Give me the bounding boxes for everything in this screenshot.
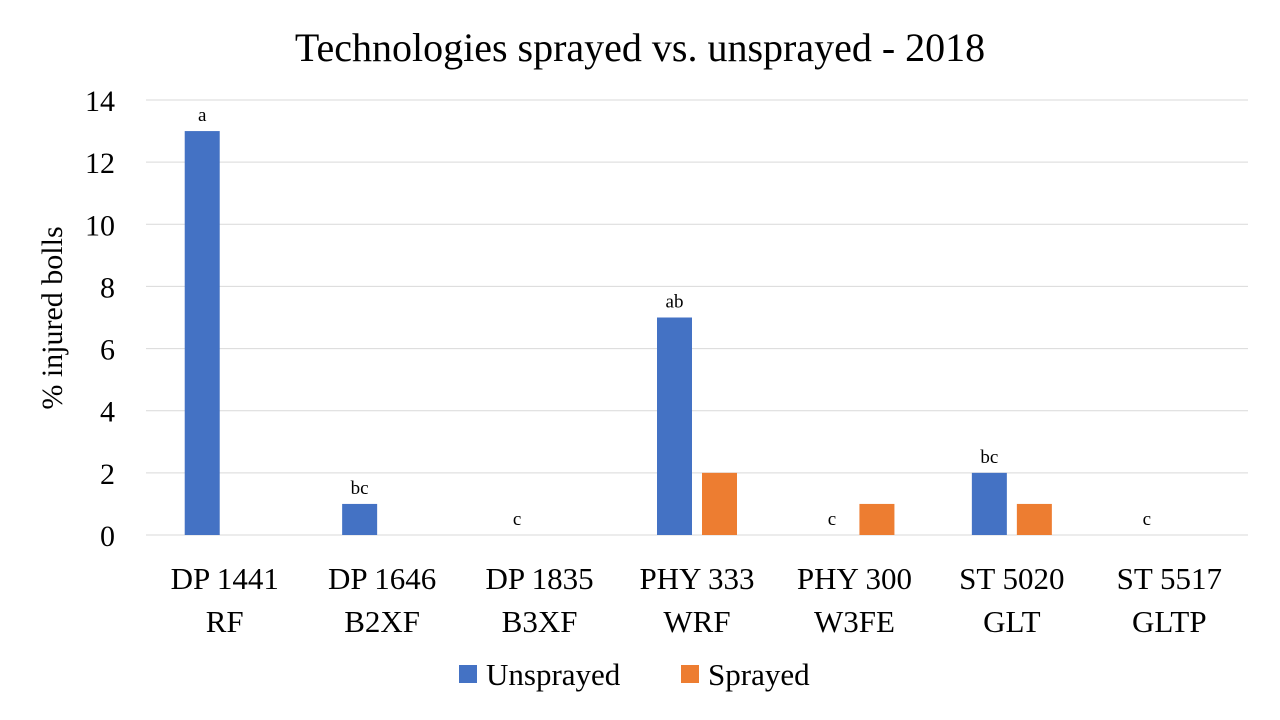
x-tick-label: B3XF bbox=[502, 604, 578, 639]
y-tick-label: 12 bbox=[85, 147, 115, 180]
significance-letter: bc bbox=[980, 447, 998, 468]
y-axis-label: % injured bolls bbox=[36, 226, 69, 409]
bars bbox=[184, 131, 1052, 536]
bar-unsprayed bbox=[342, 503, 378, 535]
legend-label-unsprayed: Unsprayed bbox=[486, 657, 621, 692]
x-tick-label: PHY 333 bbox=[639, 561, 754, 596]
bar-unsprayed bbox=[971, 472, 1007, 535]
y-tick-label: 10 bbox=[85, 209, 115, 242]
y-tick-label: 2 bbox=[100, 458, 115, 491]
x-tick-label: DP 1441 bbox=[171, 561, 279, 596]
gridlines bbox=[146, 99, 1248, 536]
bar-sprayed bbox=[859, 503, 895, 535]
significance-letter: c bbox=[828, 509, 836, 530]
x-tick-label: DP 1646 bbox=[328, 561, 436, 596]
bar-sprayed bbox=[702, 472, 737, 535]
significance-letter: ab bbox=[666, 292, 684, 313]
legend-swatch-unsprayed bbox=[459, 665, 477, 683]
x-tick-label: ST 5020 bbox=[959, 561, 1064, 596]
x-tick-label: WRF bbox=[663, 604, 730, 639]
legend-swatch-sprayed bbox=[681, 665, 699, 683]
x-tick-label: RF bbox=[206, 604, 244, 639]
significance-letter: a bbox=[198, 105, 207, 126]
chart-title: Technologies sprayed vs. unsprayed - 201… bbox=[295, 25, 985, 70]
legend-label-sprayed: Sprayed bbox=[708, 657, 810, 692]
y-tick-label: 14 bbox=[85, 85, 115, 118]
significance-letter: bc bbox=[351, 478, 369, 499]
significance-letter: c bbox=[1143, 509, 1151, 530]
bar-unsprayed bbox=[184, 131, 220, 536]
bar-unsprayed bbox=[657, 317, 692, 535]
x-axis-ticks: DP 1441 RF DP 1646 B2XF DP 1835 B3XF PHY 333 WR… bbox=[171, 561, 1222, 639]
x-tick-label: GLT bbox=[983, 604, 1040, 639]
x-tick-label: ST 5517 bbox=[1117, 561, 1222, 596]
x-tick-label: GLTP bbox=[1132, 604, 1207, 639]
significance-letter: c bbox=[513, 509, 521, 530]
y-tick-label: 0 bbox=[100, 520, 115, 553]
y-axis-ticks: 0 2 4 6 8 10 12 14 bbox=[85, 85, 115, 553]
y-tick-label: 4 bbox=[100, 396, 115, 429]
x-tick-label: DP 1835 bbox=[485, 561, 593, 596]
x-tick-label: W3FE bbox=[814, 604, 895, 639]
y-tick-label: 8 bbox=[100, 271, 115, 304]
bar-sprayed bbox=[1016, 503, 1052, 535]
y-tick-label: 6 bbox=[100, 334, 115, 367]
x-tick-label: B2XF bbox=[344, 604, 420, 639]
x-tick-label: PHY 300 bbox=[797, 561, 912, 596]
legend: Unsprayed Sprayed bbox=[459, 657, 810, 692]
